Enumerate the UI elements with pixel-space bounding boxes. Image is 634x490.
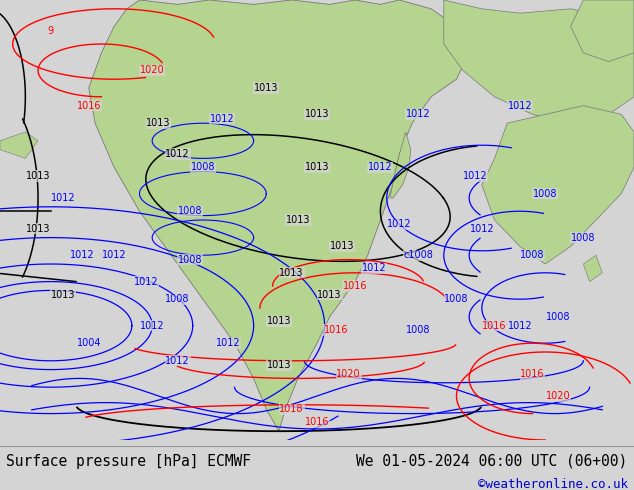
Text: 1020: 1020 [337,369,361,379]
Text: ©weatheronline.co.uk: ©weatheronline.co.uk [477,477,628,490]
Text: 1012: 1012 [463,171,488,181]
Text: 1020: 1020 [140,65,164,75]
Text: 1012: 1012 [210,114,234,124]
Text: 1008: 1008 [444,294,469,304]
Text: 1012: 1012 [70,250,94,260]
Text: 1008: 1008 [546,312,570,322]
Text: 1013: 1013 [286,215,310,225]
Text: 1012: 1012 [165,149,190,159]
Text: 1013: 1013 [305,162,329,172]
Polygon shape [571,0,634,62]
Text: 1008: 1008 [165,294,190,304]
Text: 1013: 1013 [26,224,50,234]
Text: 1013: 1013 [330,242,354,251]
Text: 1012: 1012 [165,356,190,366]
Text: 1008: 1008 [521,250,545,260]
Text: 1012: 1012 [140,320,164,331]
Text: 1018: 1018 [280,404,304,414]
Text: c1008: c1008 [403,250,434,260]
Polygon shape [390,132,411,198]
Text: 1013: 1013 [305,109,329,120]
Text: We 01-05-2024 06:00 UTC (06+00): We 01-05-2024 06:00 UTC (06+00) [356,454,628,468]
Text: 1008: 1008 [406,325,430,335]
Text: 1012: 1012 [368,162,392,172]
Text: 1012: 1012 [387,220,411,229]
Polygon shape [89,0,469,431]
Text: 1016: 1016 [305,417,329,427]
Text: 1013: 1013 [26,171,50,181]
Text: 1013: 1013 [146,118,171,128]
Polygon shape [444,0,634,123]
Polygon shape [482,106,634,264]
Text: 1012: 1012 [508,100,532,111]
Text: 1008: 1008 [191,162,215,172]
Text: 1012: 1012 [470,224,494,234]
Text: 1012: 1012 [216,338,240,348]
Text: 1008: 1008 [178,255,202,265]
Text: 1020: 1020 [546,391,570,401]
Polygon shape [0,132,38,158]
Text: 1013: 1013 [51,290,75,300]
Text: 1013: 1013 [318,290,342,300]
Text: 1016: 1016 [324,325,348,335]
Text: Surface pressure [hPa] ECMWF: Surface pressure [hPa] ECMWF [6,454,251,468]
Text: 1012: 1012 [134,276,158,287]
Text: 1008: 1008 [533,189,557,198]
Text: 1012: 1012 [51,193,75,203]
Text: 1008: 1008 [571,233,595,243]
Text: 9: 9 [48,26,54,36]
Text: 1012: 1012 [362,264,386,273]
Polygon shape [583,255,602,282]
Text: 1008: 1008 [178,206,202,216]
Text: 1012: 1012 [406,109,430,120]
Text: 1004: 1004 [77,338,101,348]
Text: 1013: 1013 [267,316,291,326]
Text: 1016: 1016 [77,100,101,111]
Text: 1013: 1013 [267,360,291,370]
Text: 1016: 1016 [521,369,545,379]
Text: 1012: 1012 [102,250,126,260]
Text: 1013: 1013 [280,268,304,278]
Text: 1013: 1013 [254,83,278,93]
Text: 1012: 1012 [508,320,532,331]
Text: 1016: 1016 [482,320,507,331]
Text: 1016: 1016 [343,281,367,291]
